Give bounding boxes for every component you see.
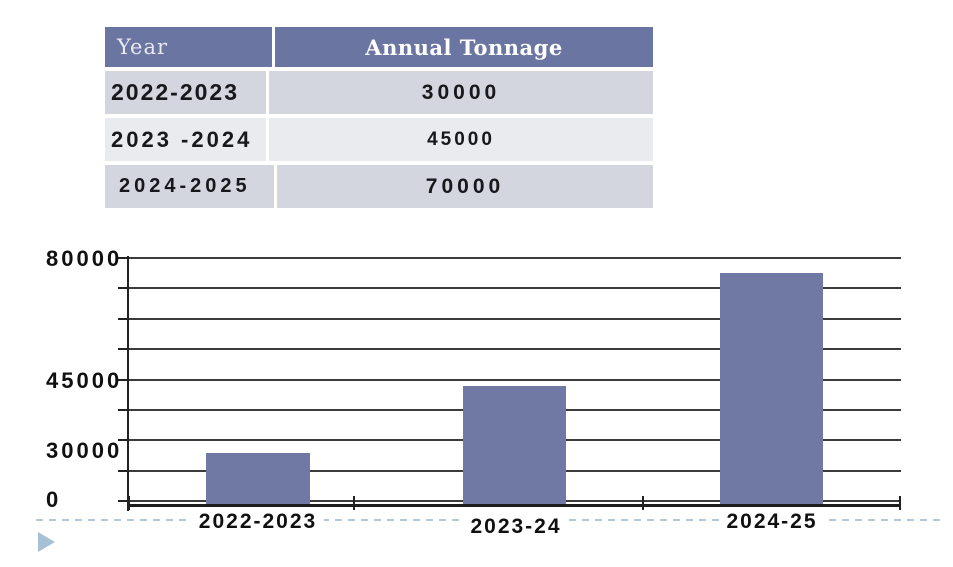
table-header-annual-tonnage: Annual Tonnage: [275, 27, 653, 67]
gridline: [128, 378, 901, 381]
annual-tonnage-table: Year Annual Tonnage 2022-2023 30000 2023…: [105, 27, 653, 212]
x-axis-category-label: 2024-25: [719, 509, 825, 535]
year-cell: 2023 -2024: [105, 118, 266, 161]
x-axis-tick: [353, 496, 355, 510]
y-axis-tick: [118, 378, 128, 381]
play-triangle-icon: [38, 532, 55, 552]
gridline: [128, 317, 901, 320]
y-axis-tick: [118, 500, 128, 502]
bar-2022-2023: [206, 453, 310, 505]
y-axis-tick: [118, 439, 128, 442]
y-axis-tick: [118, 348, 128, 351]
y-axis-tick: [118, 408, 128, 411]
tonnage-cell: 45000: [269, 118, 653, 161]
y-axis-line: [127, 256, 129, 511]
y-axis-tick: [118, 257, 128, 259]
y-axis-tick-label: 30000: [46, 438, 123, 463]
y-axis-tick-label: 45000: [46, 368, 123, 393]
y-axis-tick-label: 80000: [46, 246, 123, 271]
table-row: 2023 -2024 45000: [105, 118, 653, 161]
y-axis-tick-label: 0: [46, 487, 62, 512]
x-axis-category-label: 2023-24: [463, 514, 569, 540]
table-header-row: Year Annual Tonnage: [105, 27, 653, 67]
gridline: [128, 257, 901, 259]
x-axis-tick: [642, 496, 644, 510]
table-row: 2024-2025 70000: [105, 165, 653, 208]
table-header-year: Year: [105, 27, 272, 67]
gridline: [128, 287, 901, 290]
x-axis-tick: [128, 496, 130, 510]
x-axis-line: [128, 504, 901, 507]
tonnage-cell: 70000: [277, 165, 653, 208]
year-cell: 2022-2023: [105, 71, 266, 114]
y-axis-tick: [118, 469, 128, 472]
year-cell: 2024-2025: [105, 165, 274, 208]
x-axis-tick: [899, 496, 901, 510]
table-row: 2022-2023 30000: [105, 71, 653, 114]
y-axis-tick: [118, 317, 128, 320]
x-axis-category-label: 2022-2023: [191, 509, 325, 535]
gridline: [128, 348, 901, 351]
bar-2024-25: [720, 273, 823, 505]
bar-2023-24: [463, 386, 566, 505]
y-axis-tick: [118, 287, 128, 290]
tonnage-cell: 30000: [269, 71, 653, 114]
